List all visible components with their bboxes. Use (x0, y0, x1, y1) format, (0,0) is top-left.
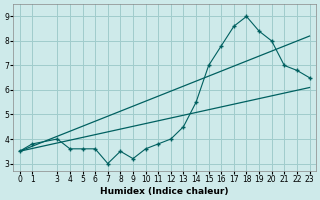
X-axis label: Humidex (Indice chaleur): Humidex (Indice chaleur) (100, 187, 229, 196)
